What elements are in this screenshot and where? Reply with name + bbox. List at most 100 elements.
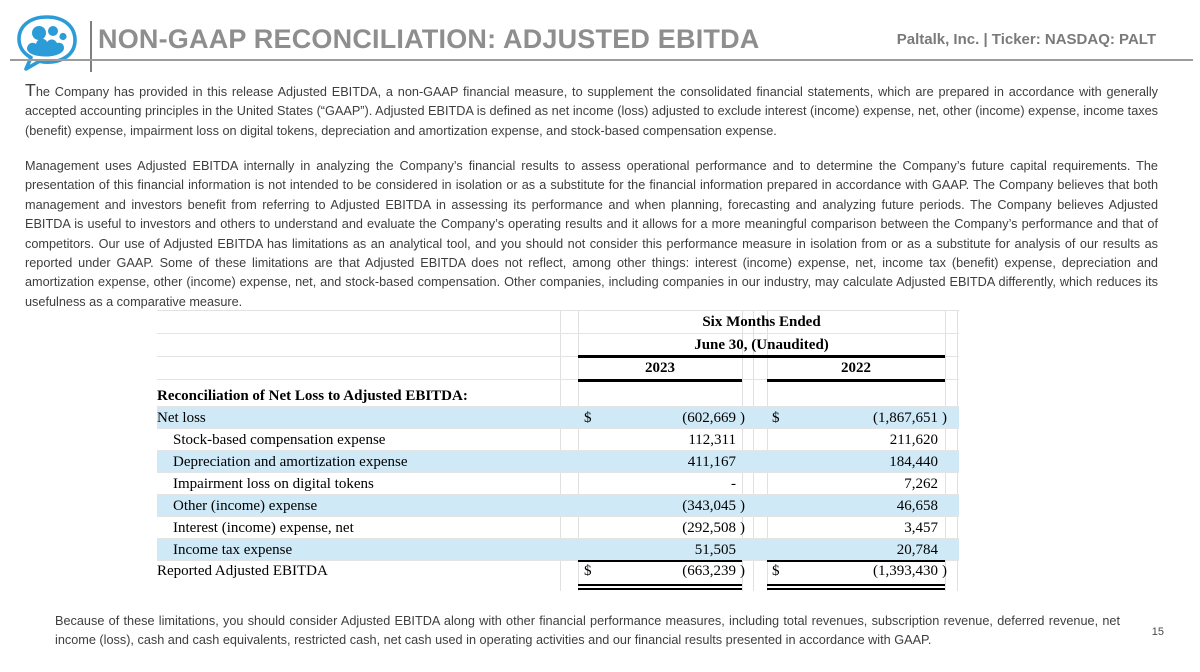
paren-2022 bbox=[938, 495, 959, 516]
table-row: Reported Adjusted EBITDA $ (663,239 ) $ … bbox=[157, 561, 959, 581]
amount-2023: 112,311 bbox=[688, 432, 736, 448]
paren-2023 bbox=[736, 539, 756, 560]
paren-2023: ) bbox=[740, 410, 745, 426]
amount-2023: 411,167 bbox=[687, 454, 736, 470]
amount-2022: 20,784 bbox=[896, 542, 938, 558]
subtotal-rule-2023 bbox=[578, 560, 742, 562]
limitations-paragraph: Because of these limitations, you should… bbox=[55, 614, 1120, 648]
header-rule bbox=[10, 59, 1193, 61]
column-gutter bbox=[756, 517, 766, 538]
row-label: Reported Adjusted EBITDA bbox=[157, 563, 328, 579]
table-date-header-row: June 30, (Unaudited) bbox=[157, 334, 959, 357]
amount-2023: (663,239 bbox=[682, 563, 736, 579]
total-double-rule-2023 bbox=[578, 588, 742, 590]
column-gutter bbox=[756, 407, 766, 428]
amount-2022: 7,262 bbox=[904, 476, 938, 492]
intro-paragraph: The Company has provided in this release… bbox=[25, 80, 1158, 138]
total-double-rule-2023 bbox=[578, 584, 742, 586]
paren-2023 bbox=[736, 451, 756, 472]
column-gutter bbox=[756, 429, 766, 450]
row-label: Income tax expense bbox=[173, 542, 293, 558]
paren-2023 bbox=[736, 429, 756, 450]
table-period-header-row: Six Months Ended bbox=[157, 311, 959, 334]
amount-2023: 51,505 bbox=[694, 542, 736, 558]
dollar-sign-2023 bbox=[578, 517, 608, 538]
column-gutter bbox=[756, 451, 766, 472]
table-row: Other (income) expense (343,045 ) 46,658 bbox=[157, 495, 959, 517]
dollar-sign-2023 bbox=[578, 429, 608, 450]
paren-2022 bbox=[938, 451, 959, 472]
amount-2023: (602,669 bbox=[682, 410, 736, 426]
dollar-sign-2022 bbox=[766, 473, 796, 494]
page-number: 15 bbox=[1151, 626, 1164, 638]
dollar-sign-2022: $ bbox=[772, 410, 780, 426]
table-row: Net loss $ (602,669 ) $ (1,867,651 ) bbox=[157, 407, 959, 429]
column-header-2022: 2022 bbox=[841, 360, 871, 376]
paren-2023 bbox=[736, 473, 756, 494]
amount-2023: (292,508 bbox=[682, 520, 736, 536]
column-gap bbox=[742, 357, 767, 379]
usage-paragraph: Management uses Adjusted EBITDA internal… bbox=[25, 159, 1158, 309]
subtotal-rule-2022 bbox=[767, 560, 945, 562]
table-row: Income tax expense 51,505 20,784 bbox=[157, 539, 959, 561]
column-header-2023: 2023 bbox=[645, 360, 675, 376]
paren-2023: ) bbox=[740, 563, 745, 579]
table-row: Stock-based compensation expense 112,311… bbox=[157, 429, 959, 451]
dollar-sign-2022 bbox=[766, 539, 796, 560]
table-row: Impairment loss on digital tokens - 7,26… bbox=[157, 473, 959, 495]
row-label: Stock-based compensation expense bbox=[173, 432, 386, 448]
dollar-sign-2022 bbox=[766, 451, 796, 472]
table-row: Depreciation and amortization expense 41… bbox=[157, 451, 959, 473]
ebitda-reconciliation-table: Six Months Ended June 30, (Unaudited) 20… bbox=[157, 310, 959, 599]
paren-2022 bbox=[938, 429, 959, 450]
total-double-rule-2022 bbox=[767, 584, 945, 586]
amount-2023: (343,045 bbox=[682, 498, 736, 514]
paren-2023: ) bbox=[740, 520, 745, 536]
table-row: Interest (income) expense, net (292,508 … bbox=[157, 517, 959, 539]
period-header: Six Months Ended bbox=[702, 314, 821, 330]
row-label: Net loss bbox=[157, 410, 206, 426]
row-label: Other (income) expense bbox=[173, 498, 318, 514]
paren-2023: ) bbox=[740, 498, 745, 514]
dollar-sign-2023 bbox=[578, 451, 608, 472]
dollar-sign-2022 bbox=[766, 429, 796, 450]
amount-2022: 211,620 bbox=[889, 432, 938, 448]
dollar-sign-2023 bbox=[578, 473, 608, 494]
date-header: June 30, (Unaudited) bbox=[694, 337, 829, 353]
paren-2022 bbox=[938, 473, 959, 494]
amount-2022: 3,457 bbox=[904, 520, 938, 536]
table-section-row: Reconciliation of Net Loss to Adjusted E… bbox=[157, 385, 959, 407]
total-double-rule-2022 bbox=[767, 588, 945, 590]
rule-under-date bbox=[578, 355, 945, 358]
section-label: Reconciliation of Net Loss to Adjusted E… bbox=[157, 388, 468, 404]
column-gutter bbox=[756, 539, 766, 560]
dollar-sign-2023 bbox=[578, 495, 608, 516]
row-label: Impairment loss on digital tokens bbox=[173, 476, 374, 492]
column-gutter bbox=[756, 495, 766, 516]
dollar-sign-2022: $ bbox=[772, 563, 780, 579]
column-gutter bbox=[756, 473, 766, 494]
paren-2022: ) bbox=[942, 410, 947, 426]
amount-2022: 184,440 bbox=[889, 454, 938, 470]
paltalk-logo-icon bbox=[14, 10, 80, 81]
dollar-sign-2023 bbox=[578, 539, 608, 560]
column-gutter bbox=[756, 561, 766, 581]
row-label: Interest (income) expense, net bbox=[173, 520, 354, 536]
row-label: Depreciation and amortization expense bbox=[173, 454, 408, 470]
amount-2023: - bbox=[731, 476, 736, 492]
rule-under-2022 bbox=[767, 379, 945, 382]
year-header-spacer bbox=[157, 357, 578, 379]
paren-2022: ) bbox=[942, 563, 947, 579]
amount-2022: (1,867,651 bbox=[873, 410, 938, 426]
dollar-sign-2023: $ bbox=[584, 563, 592, 579]
amount-2022: 46,658 bbox=[896, 498, 938, 514]
rule-under-2023 bbox=[578, 379, 742, 382]
company-ticker: Paltalk, Inc. | Ticker: NASDAQ: PALT bbox=[896, 31, 1156, 48]
amount-2022: (1,393,430 bbox=[873, 563, 938, 579]
page-title: NON-GAAP RECONCILIATION: ADJUSTED EBITDA bbox=[98, 24, 760, 54]
dollar-sign-2022 bbox=[766, 517, 796, 538]
paren-2022 bbox=[938, 517, 959, 538]
table-rows: Net loss $ (602,669 ) $ (1,867,651 ) Sto… bbox=[157, 407, 959, 581]
dollar-sign-2023: $ bbox=[584, 410, 592, 426]
